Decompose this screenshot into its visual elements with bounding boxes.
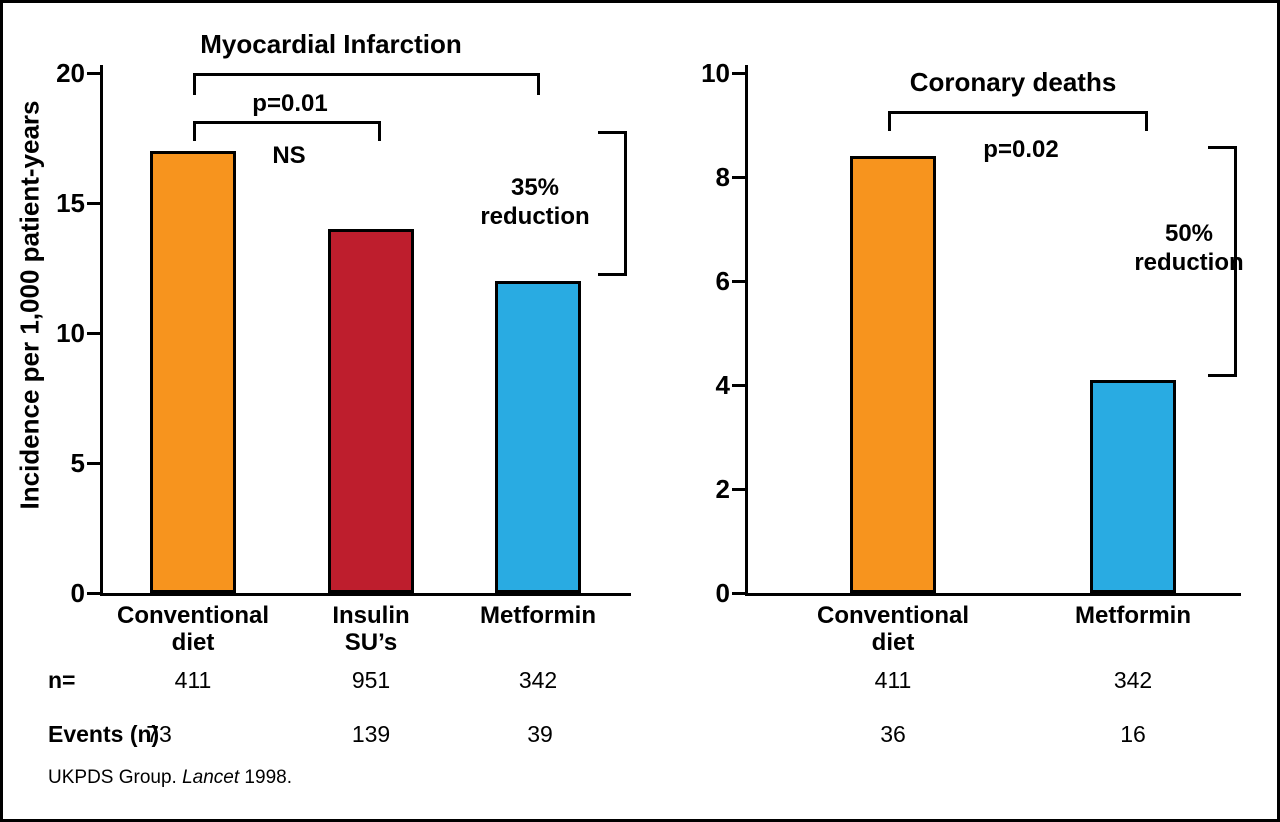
- significance-bracket-line: [888, 111, 891, 131]
- significance-bracket-line: [888, 111, 1148, 114]
- reduction-bracket-line: [598, 273, 624, 276]
- y-tick-label: 8: [715, 162, 730, 192]
- significance-bracket-line: [193, 121, 381, 124]
- y-tick-label: 2: [715, 474, 730, 504]
- y-tick: [732, 279, 745, 283]
- annotation-label: 35% reduction: [480, 174, 590, 230]
- citation-journal: Lancet: [182, 767, 240, 788]
- y-tick: [732, 175, 745, 179]
- significance-bracket-line: [193, 73, 196, 95]
- n-value: 951: [351, 667, 391, 693]
- x-category-label: Metformin: [1075, 602, 1191, 629]
- y-tick-label: 0: [70, 578, 85, 608]
- citation-prefix: UKPDS Group.: [48, 767, 183, 788]
- y-tick: [87, 591, 100, 595]
- y-tick: [87, 201, 100, 205]
- y-tick-label: 20: [56, 58, 85, 88]
- bar-metformin: [1090, 379, 1176, 593]
- bar-insulin-su-s: [328, 229, 414, 593]
- citation-suffix: 1998.: [239, 767, 292, 788]
- y-tick-label: 10: [56, 318, 85, 348]
- annotation-label: NS: [272, 142, 306, 169]
- events-value: 16: [1120, 721, 1146, 747]
- reduction-bracket-line: [1208, 146, 1234, 149]
- significance-bracket-line: [193, 121, 196, 141]
- y-tick-label: 0: [715, 578, 730, 608]
- annotation-label: p=0.01: [252, 90, 328, 117]
- y-tick: [732, 71, 745, 75]
- n-row-label: n=: [48, 667, 76, 693]
- bar-conventional-diet: [850, 156, 936, 593]
- events-row-label: Events (n): [48, 721, 160, 747]
- y-tick: [87, 461, 100, 465]
- events-value: 139: [351, 721, 391, 747]
- reduction-bracket-line: [1234, 146, 1237, 377]
- y-tick-label: 15: [56, 188, 85, 218]
- source-citation: UKPDS Group. Lancet 1998.: [48, 767, 292, 789]
- y-tick: [732, 591, 745, 595]
- reduction-bracket-line: [598, 131, 624, 134]
- y-tick: [87, 71, 100, 75]
- x-axis-line: [100, 593, 631, 596]
- y-tick-label: 4: [715, 370, 730, 400]
- reduction-bracket-line: [624, 131, 627, 276]
- y-axis-line: [100, 65, 103, 596]
- n-value: 411: [874, 667, 912, 693]
- chart-title: Myocardial Infarction: [200, 29, 462, 59]
- n-value: 342: [1113, 667, 1153, 693]
- events-value: 73: [146, 721, 172, 747]
- chart-title: Coronary deaths: [909, 67, 1117, 97]
- events-value: 36: [880, 721, 906, 747]
- y-tick-label: 10: [701, 58, 730, 88]
- reduction-bracket-line: [1208, 374, 1234, 377]
- significance-bracket-line: [193, 73, 540, 76]
- y-tick-label: 6: [715, 266, 730, 296]
- x-axis-line: [745, 593, 1241, 596]
- y-tick-label: 5: [70, 448, 85, 478]
- bar-conventional-diet: [150, 151, 236, 593]
- significance-bracket-line: [1145, 111, 1148, 131]
- annotation-label: p=0.02: [983, 136, 1059, 163]
- n-value: 411: [174, 667, 212, 693]
- x-category-label: Conventional diet: [816, 602, 969, 656]
- significance-bracket-line: [378, 121, 381, 141]
- y-tick: [732, 487, 745, 491]
- y-tick: [87, 331, 100, 335]
- n-value: 342: [518, 667, 558, 693]
- bar-metformin: [495, 281, 581, 593]
- x-category-label: Metformin: [480, 602, 596, 629]
- y-tick: [732, 383, 745, 387]
- x-category-label: Conventional diet: [116, 602, 269, 656]
- events-value: 39: [527, 721, 553, 747]
- annotation-label: 50% reduction: [1134, 220, 1244, 276]
- significance-bracket-line: [537, 73, 540, 95]
- y-axis-line: [745, 65, 748, 596]
- x-category-label: Insulin SU’s: [332, 602, 410, 656]
